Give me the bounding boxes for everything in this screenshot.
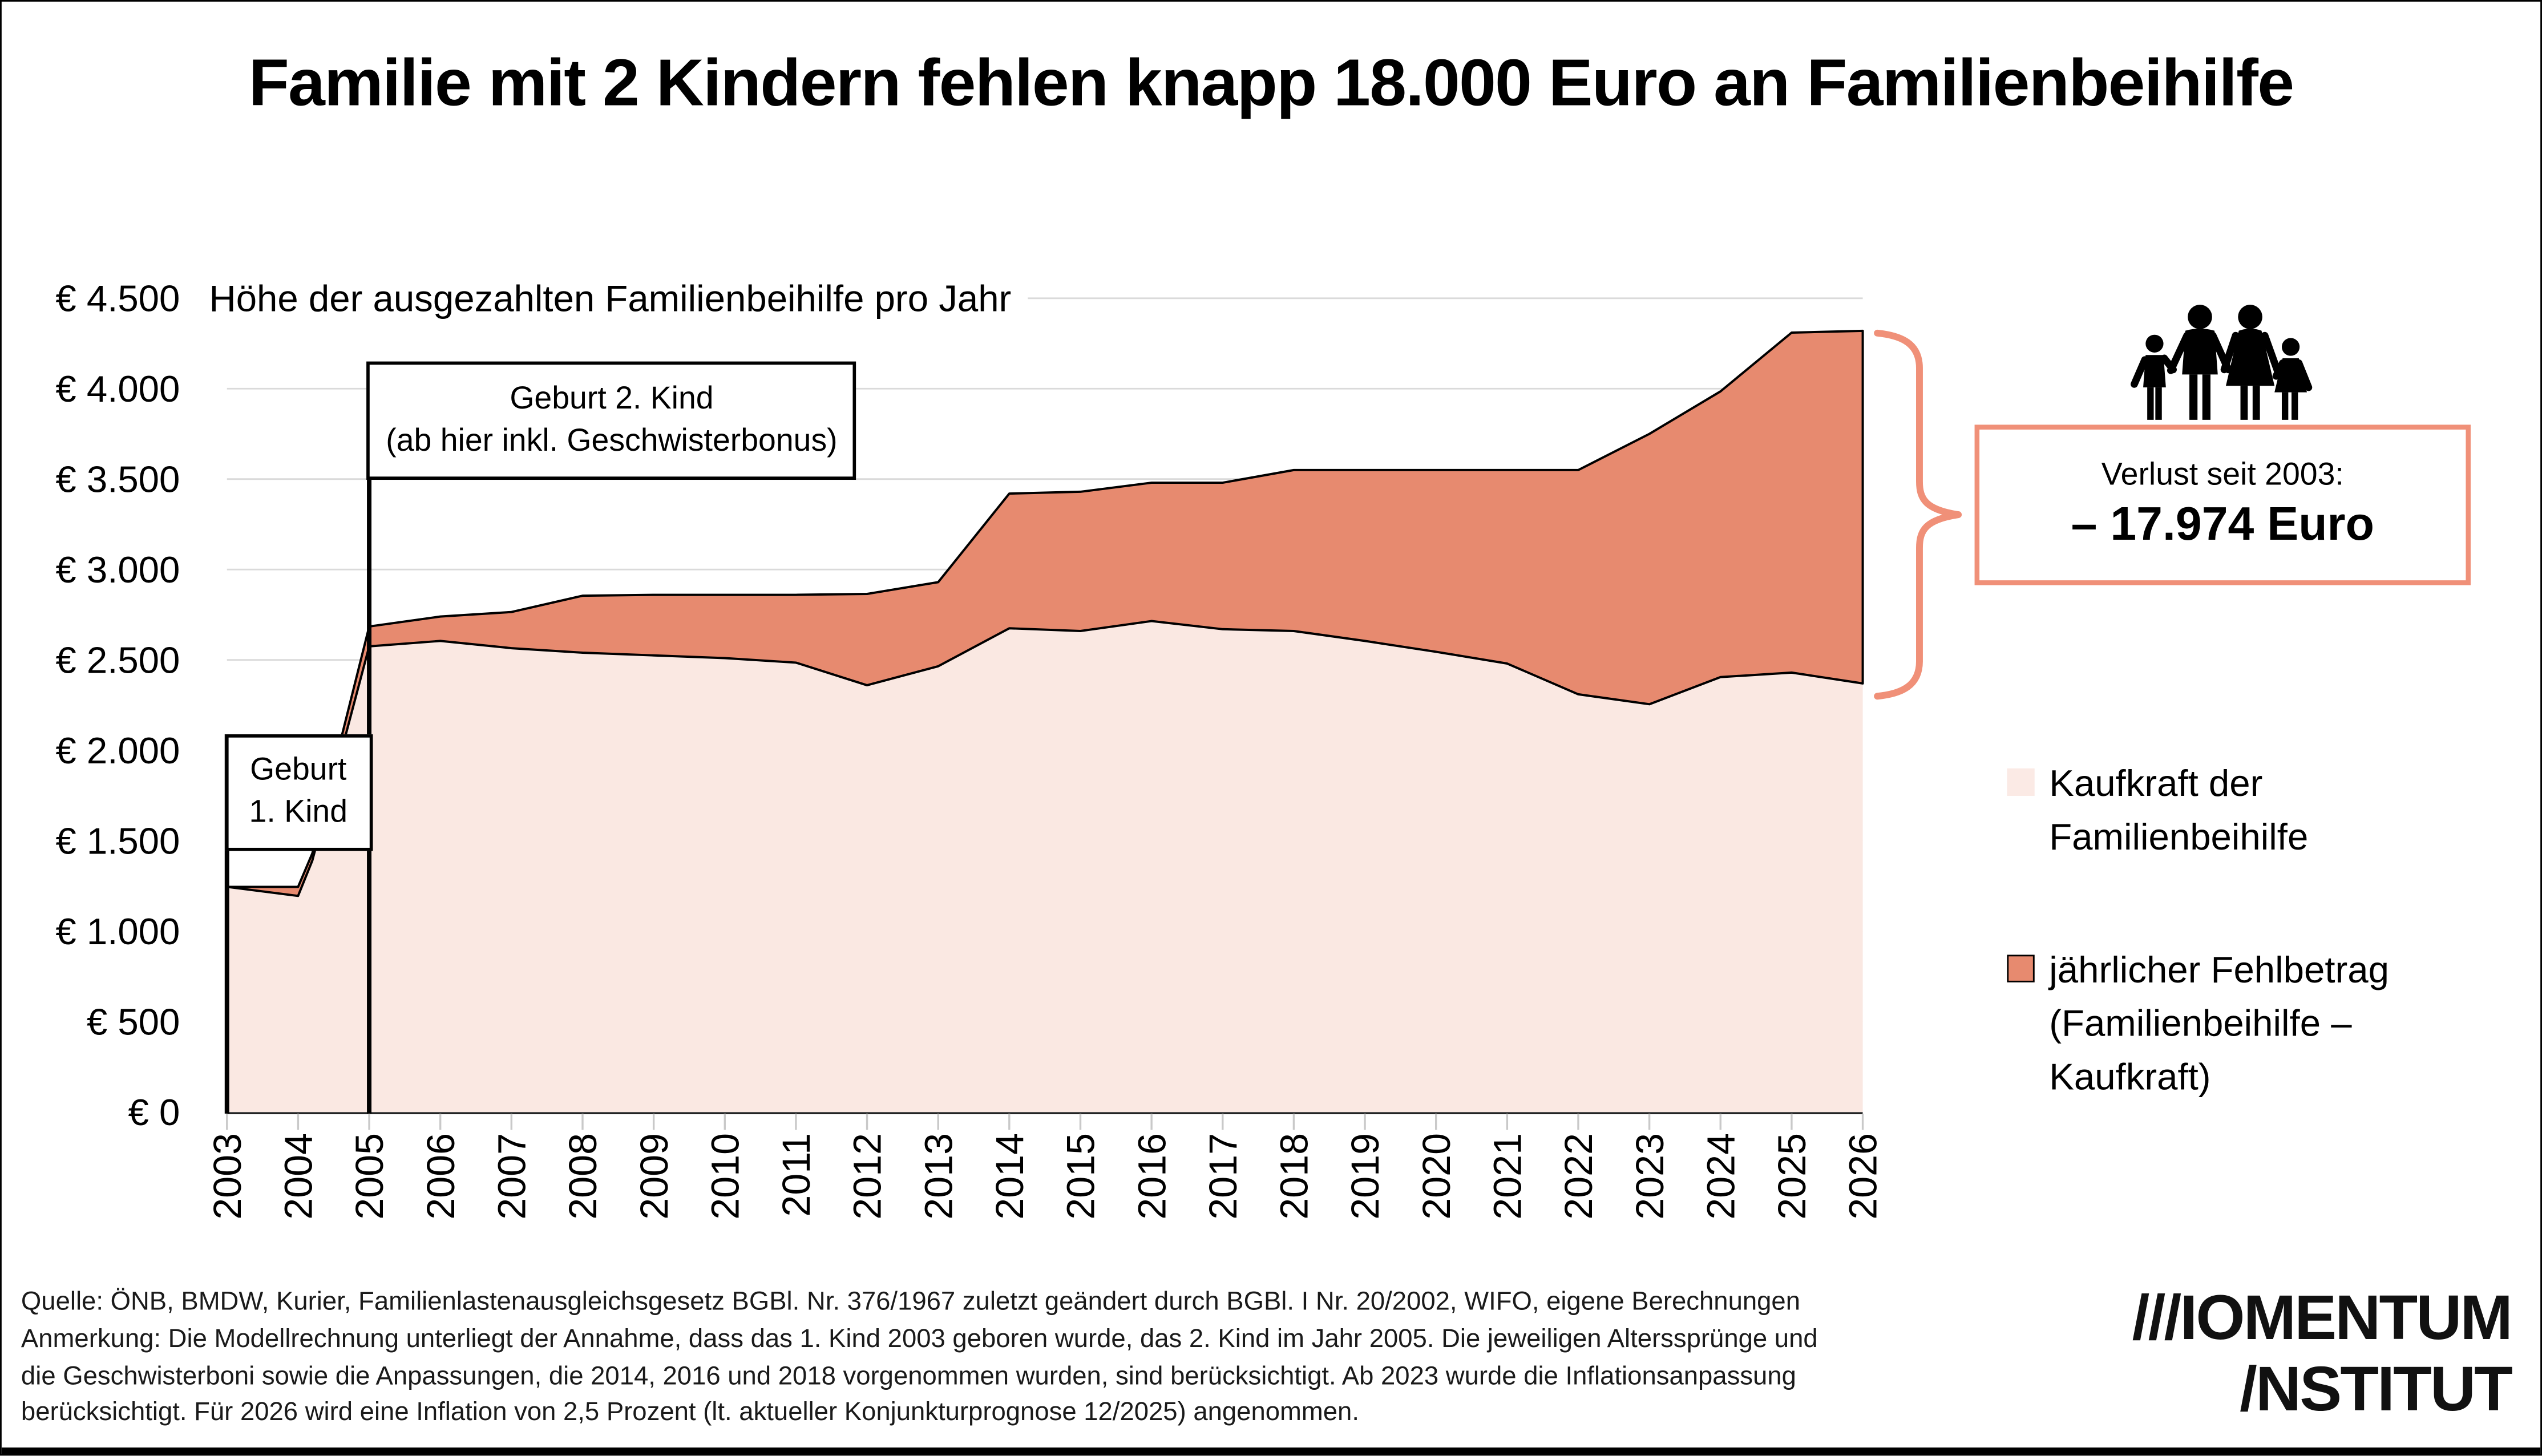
y-tick-label: € 500: [87, 1001, 180, 1042]
note-line-3: berücksichtigt. Für 2026 wird eine Infla…: [21, 1400, 1359, 1427]
y-tick-label: € 0: [128, 1091, 180, 1133]
annotation-birth1-line2: 1. Kind: [249, 794, 348, 830]
family-icon: [2131, 305, 2313, 420]
family-icon-part: [2160, 354, 2177, 374]
x-tick-label: 2022: [1557, 1133, 1601, 1220]
page-title: Familie mit 2 Kindern fehlen knapp 18.00…: [248, 45, 2294, 120]
y-tick-label: € 1.000: [55, 911, 180, 952]
family-icon-part: [2143, 355, 2166, 388]
legend-fehlbetrag-label: jährlicher Fehlbetrag (Familienbeihilfe …: [2049, 944, 2389, 1104]
note-line-1: Anmerkung: Die Modellrechnung unterliegt…: [21, 1325, 1818, 1353]
family-icon-part: [2272, 359, 2286, 380]
family-icon-part: [2240, 386, 2248, 420]
family-icon-part: [2145, 334, 2164, 353]
x-tick-label: 2026: [1842, 1133, 1885, 1220]
x-tick-label: 2015: [1060, 1133, 1103, 1220]
family-icon-part: [2202, 374, 2210, 420]
x-tick-label: 2017: [1202, 1133, 1245, 1220]
legend-item-fehlbetrag: jährlicher Fehlbetrag (Familienbeihilfe …: [2007, 944, 2389, 1104]
x-tick-label: 2008: [561, 1133, 605, 1220]
loss-since-2003-box: Verlust seit 2003: – 17.974 Euro: [1974, 424, 2471, 585]
logo-line-institut: /NSTITUT: [2240, 1355, 2513, 1425]
x-tick-label: 2020: [1415, 1133, 1458, 1220]
legend-kaufkraft-line2: Familienbeihilfe: [2049, 815, 2309, 858]
kaufkraft-swatch: [2007, 768, 2035, 796]
x-tick-label: 2009: [633, 1133, 676, 1220]
legend-fehlbetrag-line2: (Familienbeihilfe –: [2049, 1001, 2352, 1044]
source-line: Quelle: ÖNB, BMDW, Kurier, Familienlaste…: [21, 1288, 1801, 1317]
chart-subtitle: Höhe der ausgezahlten Familienbeihilfe p…: [205, 274, 1028, 325]
family-icon-part: [2252, 386, 2260, 420]
legend-kaufkraft-label: Kaufkraft der Familienbeihilfe: [2049, 757, 2308, 864]
loss-box-label: Verlust seit 2003:: [2101, 457, 2344, 493]
loss-box-value: – 17.974 Euro: [2071, 499, 2374, 552]
legend-kaufkraft-line1: Kaufkraft der: [2049, 762, 2263, 804]
x-tick-label: 2013: [917, 1133, 960, 1220]
family-icon-part: [2281, 338, 2300, 356]
note-line-2: die Geschwisterboni sowie die Anpassunge…: [21, 1362, 1796, 1390]
annotation-birth2-line1: Geburt 2. Kind: [510, 381, 714, 416]
y-tick-label: € 4.000: [55, 368, 180, 410]
x-tick-label: 2014: [988, 1133, 1032, 1220]
logo-line-momentum: ///IOMENTUM: [2132, 1284, 2513, 1354]
y-tick-label: € 2.500: [55, 639, 180, 681]
x-tick-label: 2006: [419, 1133, 463, 1220]
family-icon-part: [2182, 329, 2218, 375]
x-tick-label: 2010: [704, 1133, 747, 1220]
annotation-birth1-line1: Geburt: [250, 753, 347, 788]
loss-bracket: [1874, 329, 1962, 700]
y-tick-label: € 1.500: [55, 820, 180, 862]
family-icon-part: [2295, 359, 2313, 391]
x-tick-label: 2018: [1273, 1133, 1316, 1220]
family-icon-part: [2131, 356, 2149, 388]
annotation-birth-first-child: Geburt 1. Kind: [224, 734, 373, 851]
source-note: Quelle: ÖNB, BMDW, Kurier, Familienlaste…: [21, 1285, 1818, 1433]
family-icon-part: [2188, 305, 2212, 329]
annotation-birth2-line2: (ab hier inkl. Geschwisterbonus): [386, 422, 838, 458]
x-tick-label: 2004: [277, 1133, 321, 1220]
y-tick-label: € 2.000: [55, 730, 180, 771]
legend-fehlbetrag-line3: Kaufkraft): [2049, 1055, 2211, 1098]
momentum-institut-logo: ///IOMENTUM /NSTITUT: [2132, 1284, 2513, 1426]
legend-fehlbetrag-line1: jährlicher Fehlbetrag: [2049, 948, 2389, 990]
x-tick-label: 2011: [775, 1133, 818, 1217]
family-icon-part: [2238, 305, 2262, 329]
legend-item-kaufkraft: Kaufkraft der Familienbeihilfe: [2007, 757, 2308, 864]
x-tick-label: 2024: [1699, 1133, 1743, 1220]
fehlbetrag-swatch: [2007, 955, 2035, 982]
family-icon-part: [2189, 374, 2198, 420]
x-tick-label: 2012: [846, 1133, 890, 1220]
x-tick-label: 2003: [206, 1133, 249, 1220]
x-tick-label: 2025: [1771, 1133, 1814, 1220]
y-tick-label: € 3.000: [55, 549, 180, 591]
family-icon-part: [2281, 392, 2289, 420]
x-tick-label: 2019: [1344, 1133, 1387, 1220]
x-tick-label: 2016: [1130, 1133, 1174, 1220]
fehlbetrag-area: [225, 329, 1864, 897]
x-tick-label: 2007: [490, 1133, 534, 1220]
x-tick-label: 2023: [1628, 1133, 1672, 1220]
family-icon-part: [2220, 331, 2240, 374]
y-tick-label: € 4.500: [55, 278, 180, 319]
x-tick-label: 2005: [348, 1133, 391, 1220]
y-tick-label: € 3.500: [55, 458, 180, 500]
family-icon-part: [2225, 329, 2275, 386]
kaufkraft-area: [227, 621, 1863, 1113]
family-icon-part: [2147, 387, 2154, 420]
bottom-black-bar: [1, 1446, 2541, 1454]
family-icon-part: [2155, 387, 2162, 420]
x-tick-label: 2021: [1486, 1133, 1529, 1220]
annotation-birth-second-child: Geburt 2. Kind (ab hier inkl. Geschwiste…: [366, 361, 856, 480]
family-icon-part: [2292, 392, 2298, 420]
